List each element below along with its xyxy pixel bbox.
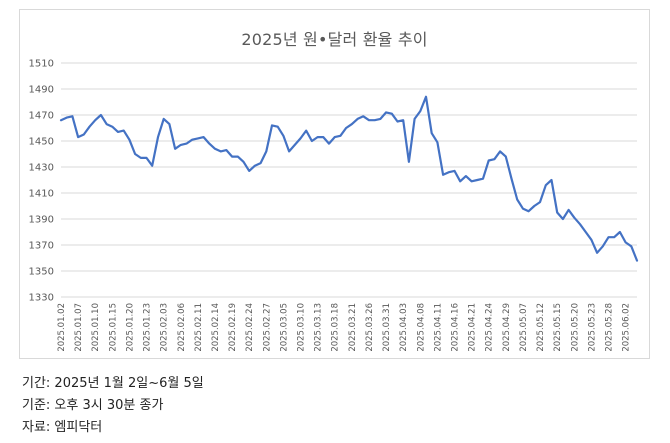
y-tick-label: 1430 xyxy=(29,163,54,174)
x-tick-label: 2025.03.05 xyxy=(279,303,289,352)
x-tick-label: 2025.02.19 xyxy=(228,303,238,352)
x-tick-label: 2025.01.20 xyxy=(125,303,135,352)
y-tick-label: 1330 xyxy=(29,293,54,304)
y-tick-label: 1450 xyxy=(29,137,54,148)
chart-notes: 기간: 2025년 1월 2일~6월 5일 기준: 오후 3시 30분 종가 자… xyxy=(22,373,204,439)
x-tick-label: 2025.06.02 xyxy=(622,303,632,352)
x-tick-label: 2025.01.07 xyxy=(74,303,84,352)
y-tick-label: 1490 xyxy=(29,85,54,96)
x-tick-label: 2025.03.18 xyxy=(331,303,341,352)
x-tick-label: 2025.04.21 xyxy=(468,303,478,352)
x-tick-label: 2025.04.03 xyxy=(399,303,409,352)
y-tick-label: 1470 xyxy=(29,111,54,122)
x-tick-label: 2025.05.23 xyxy=(587,303,597,352)
period-note: 기간: 2025년 1월 2일~6월 5일 xyxy=(22,376,204,391)
y-tick-label: 1390 xyxy=(29,215,54,226)
y-tick-label: 1410 xyxy=(29,189,54,200)
x-tick-label: 2025.02.06 xyxy=(177,303,187,352)
x-tick-label: 2025.03.31 xyxy=(382,303,392,352)
x-tick-label: 2025.03.21 xyxy=(348,303,358,352)
x-tick-label: 2025.03.26 xyxy=(365,303,375,352)
basis-note: 기준: 오후 3시 30분 종가 xyxy=(22,398,164,413)
chart-container: 2025년 원•달러 환율 추이 1330 1350 1370 1390 1410 143… xyxy=(19,9,650,359)
x-tick-label: 2025.05.12 xyxy=(536,303,546,352)
x-tick-label: 2025.03.13 xyxy=(314,303,324,352)
source-note: 자료: 엠피닥터 xyxy=(22,420,103,435)
chart-title: 2025년 원•달러 환율 추이 xyxy=(241,30,428,49)
x-tick-label: 2025.04.08 xyxy=(416,303,426,352)
x-tick-label: 2025.01.23 xyxy=(143,303,153,352)
x-tick-label: 2025.02.14 xyxy=(211,303,221,352)
x-tick-label: 2025.05.07 xyxy=(519,303,529,352)
x-tick-label: 2025.01.15 xyxy=(108,303,118,352)
x-tick-label: 2025.04.11 xyxy=(433,303,443,352)
x-tick-label: 2025.02.11 xyxy=(194,303,204,352)
x-tick-label: 2025.05.20 xyxy=(570,303,580,352)
x-tick-label: 2025.02.24 xyxy=(245,303,255,352)
series-line xyxy=(59,95,639,262)
y-tick-label: 1370 xyxy=(29,241,54,252)
x-tick-label: 2025.01.10 xyxy=(91,303,101,352)
y-tick-label: 1510 xyxy=(29,59,54,70)
x-tick-label: 2025.05.15 xyxy=(553,303,563,352)
x-tick-label: 2025.04.29 xyxy=(502,303,512,352)
x-tick-label: 2025.02.27 xyxy=(262,303,272,352)
x-tick-label: 2025.02.03 xyxy=(160,303,170,352)
x-tick-label: 2025.05.28 xyxy=(604,303,614,352)
x-tick-label: 2025.01.02 xyxy=(57,303,67,352)
x-tick-label: 2025.03.10 xyxy=(297,303,307,352)
y-tick-label: 1350 xyxy=(29,267,54,278)
x-tick-label: 2025.04.16 xyxy=(451,303,461,352)
line-chart: 1330 1350 1370 1390 1410 1430 1450 1470 1490 1510… xyxy=(29,59,639,352)
x-tick-label: 2025.04.24 xyxy=(485,303,495,352)
